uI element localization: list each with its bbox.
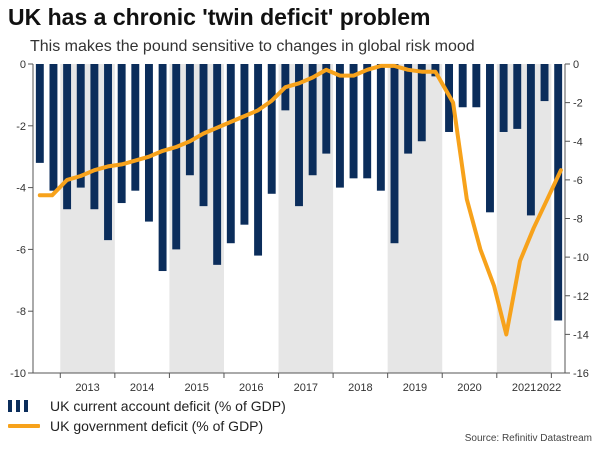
bar-2019Q1	[390, 64, 399, 244]
legend-label-current-account: UK current account deficit (% of GDP)	[50, 398, 286, 414]
bar-2017Q4	[322, 64, 331, 154]
bar-2018Q2	[349, 64, 358, 179]
legend-item-government: UK government deficit (% of GDP)	[8, 418, 263, 434]
bar-2020Q2	[458, 64, 467, 108]
bar-2021Q1	[499, 64, 508, 132]
bar-2013Q2	[76, 64, 85, 188]
left-tick-label: -2	[16, 121, 26, 133]
year-label-2017: 2017	[294, 382, 318, 394]
bar-2014Q4	[158, 64, 167, 272]
bar-2018Q1	[335, 64, 344, 188]
right-tick-label: -4	[573, 136, 583, 148]
axes: 0 -2 -4 -6 -8 -10 0 -2 -4 -6 -8 -10 -12 -14 -16 2013 201…	[10, 59, 589, 394]
year-label-2018: 2018	[348, 382, 372, 394]
bar-2020Q4	[486, 64, 494, 213]
source-note: Source: Refinitiv Datastream	[464, 433, 592, 444]
bar-2016Q1	[226, 64, 235, 244]
chart-title: UK has a chronic 'twin deficit' problem	[8, 4, 431, 30]
year-label-2019: 2019	[403, 382, 427, 394]
bar-2018Q3	[363, 64, 372, 179]
bar-2013Q3	[90, 64, 99, 210]
legend-label-government: UK government deficit (% of GDP)	[50, 418, 264, 434]
bar-2016Q4	[267, 64, 276, 194]
right-tick-label: -6	[573, 175, 583, 187]
government-deficit-line	[37, 63, 563, 337]
right-tick-label: -10	[573, 252, 589, 264]
left-tick-label: -4	[16, 183, 26, 195]
bar-2012Q4	[49, 64, 58, 191]
bar-2020Q3	[472, 64, 481, 108]
current-account-bars	[35, 64, 563, 321]
bar-2019Q3	[417, 64, 426, 142]
year-label-2021: 2021	[512, 382, 536, 394]
bar-2018Q4	[376, 64, 385, 191]
bar-2015Q2	[185, 64, 194, 176]
right-tick-label: -2	[573, 98, 583, 110]
bar-2014Q3	[144, 64, 153, 222]
right-tick-label: -8	[573, 214, 583, 226]
bar-2015Q1	[172, 64, 181, 250]
twin-deficit-chart: 0 -2 -4 -6 -8 -10 0 -2 -4 -6 -8 -10 -12 -14 -16 2013 201…	[10, 59, 589, 394]
year-label-2022: 2022	[537, 382, 561, 394]
left-tick-label: -8	[16, 306, 26, 318]
right-tick-label: -16	[573, 368, 589, 380]
bar-series-swatch-icon	[8, 400, 40, 412]
bar-2015Q4	[213, 64, 222, 265]
chart-subtitle: This makes the pound sensitive to change…	[30, 38, 475, 55]
bar-2014Q1	[117, 64, 126, 204]
government-deficit-points	[39, 65, 561, 335]
bar-2021Q3	[526, 64, 535, 216]
bar-2021Q2	[513, 64, 522, 129]
year-label-2015: 2015	[184, 382, 208, 394]
right-tick-label: -12	[573, 291, 589, 303]
bar-2017Q3	[308, 64, 317, 176]
year-label-2013: 2013	[75, 382, 99, 394]
left-tick-label: -6	[16, 244, 26, 256]
bar-2014Q2	[131, 64, 140, 191]
legend-item-current-account: UK current account deficit (% of GDP)	[8, 398, 286, 414]
bar-2022Q1	[554, 64, 563, 321]
bar-2016Q3	[254, 64, 263, 256]
year-label-2014: 2014	[130, 382, 154, 394]
line-series-swatch-icon	[8, 424, 40, 428]
year-label-2020: 2020	[457, 382, 481, 394]
left-tick-label: -10	[10, 368, 26, 380]
bar-2013Q4	[104, 64, 112, 241]
bar-2013Q1	[63, 64, 72, 210]
bar-2019Q2	[404, 64, 413, 154]
left-tick-label: 0	[20, 59, 26, 71]
bar-2016Q2	[240, 64, 249, 225]
right-tick-label: -14	[573, 329, 589, 341]
right-tick-label: 0	[573, 59, 579, 71]
bar-2017Q2	[295, 64, 303, 207]
bar-2021Q4	[540, 64, 549, 102]
bar-2012Q3	[35, 64, 44, 163]
year-label-2016: 2016	[239, 382, 263, 394]
